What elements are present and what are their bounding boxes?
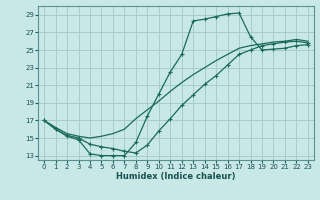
X-axis label: Humidex (Indice chaleur): Humidex (Indice chaleur)	[116, 172, 236, 181]
